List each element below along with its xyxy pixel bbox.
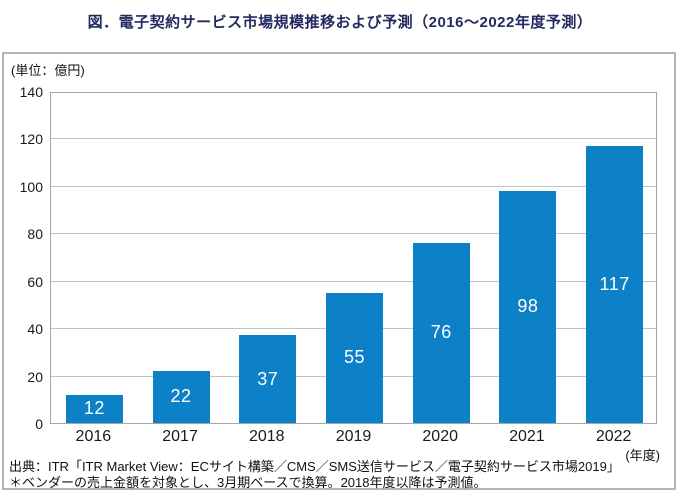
- bar-2017: 22: [152, 370, 210, 423]
- bar-value-label: 37: [257, 368, 279, 389]
- note-text: ＊ベンダーの売上金額を対象とし、3月期ベースで換算。2018年度以降は予測値。: [9, 475, 487, 490]
- bar-2022: 117: [586, 145, 644, 423]
- gridline: [51, 233, 656, 235]
- gridline: [51, 185, 656, 187]
- x-axis-tick-labels: 2016 2017 2018 2019 2020 2021 2022: [50, 428, 657, 448]
- y-tick-label: 120: [19, 131, 43, 148]
- bar-2018: 37: [239, 335, 297, 423]
- gridline: [51, 138, 656, 140]
- plot-area: 12 22 37 55 76 98 117: [50, 92, 657, 424]
- y-tick-label: 100: [19, 178, 43, 195]
- x-tick-label-2018: 2018: [248, 428, 285, 445]
- chart-title: 図．電子契約サービス市場規模推移および予測（2016～2022年度予測）: [87, 14, 593, 31]
- x-tick-label-2022: 2022: [595, 428, 632, 445]
- bar-2021: 98: [499, 190, 557, 423]
- x-tick-label-2016: 2016: [75, 428, 112, 445]
- x-tick-label-2017: 2017: [162, 428, 198, 445]
- bar-value-label: 55: [343, 347, 366, 368]
- bar-value-label: 22: [170, 386, 192, 407]
- x-tick-label-2020: 2020: [422, 428, 458, 445]
- y-tick-label: 0: [35, 416, 43, 432]
- bar-value-label: 98: [517, 296, 539, 317]
- y-tick-label: 20: [27, 368, 43, 385]
- y-tick-label: 40: [27, 321, 43, 338]
- gridline: [51, 280, 656, 282]
- bar-value-label: 76: [430, 322, 452, 343]
- bar-2019: 55: [326, 292, 383, 423]
- bar-2016: 12: [65, 394, 123, 423]
- source-text: 出典：ITR「ITR Market View：ECサイト構築／CMS／SMS送信…: [9, 459, 620, 474]
- bar-value-label: 117: [599, 273, 630, 294]
- bar-value-label: 12: [83, 398, 105, 419]
- y-axis-tick-labels: 0 20 40 60 80 100 120 140: [4, 84, 46, 432]
- y-tick-label: 80: [27, 226, 43, 243]
- y-tick-label: 140: [19, 84, 43, 100]
- bar-2020: 76: [412, 242, 470, 423]
- x-tick-label-2019: 2019: [335, 428, 372, 445]
- chart-frame: (単位：億円) 0 20 40 60 80 100 120 140 12 22 37 55 76 98 1…: [2, 52, 676, 490]
- y-tick-label: 60: [27, 273, 43, 290]
- x-tick-label-2021: 2021: [509, 428, 545, 445]
- x-axis-unit-label: (年度): [625, 448, 660, 463]
- y-axis-unit-label: (単位：億円): [11, 63, 85, 78]
